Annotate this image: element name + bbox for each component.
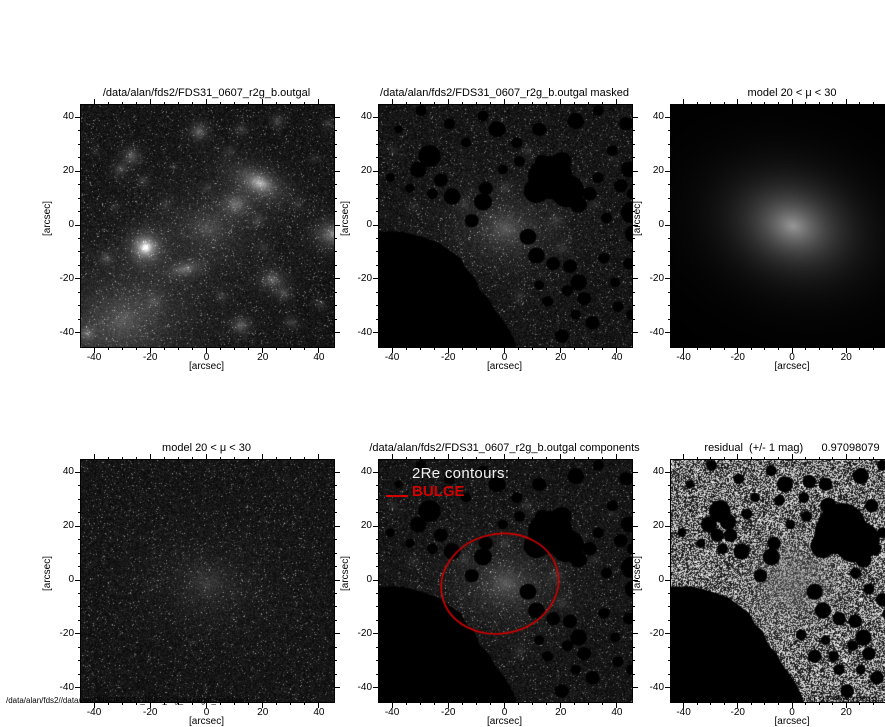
panel-title: residual (+/- 1 mag) 0.97098079 [704, 442, 880, 454]
panel-masked: /data/alan/fds2/FDS31_0607_r2g_b.outgal … [340, 87, 638, 372]
model-noise-image [80, 459, 335, 703]
bulge-legend-line [386, 495, 408, 497]
x-axis-label: [arcsec] [486, 361, 522, 372]
observed-galaxy-image [80, 104, 335, 348]
masked-galaxy-image [378, 104, 633, 348]
panel-title: /data/alan/fds2/FDS31_0607_r2g_b.outgal … [380, 87, 629, 99]
y-axis-label: [arcsec] [42, 201, 53, 237]
y-axis-label: [arcsec] [42, 556, 53, 592]
contours-heading: 2Re contours: [412, 465, 510, 482]
x-axis-label: [arcsec] [486, 716, 522, 727]
panel-title: /data/alan/fds2/FDS31_0607_r2g_b.outgal [102, 87, 311, 99]
timestamp: Mon Nov 11 21:59:33 2019 [769, 695, 877, 705]
bulge-legend-label: BULGE [412, 483, 465, 500]
x-axis-label: [arcsec] [188, 361, 224, 372]
panel-model-smooth: model 20 < μ < 30 -40-40-20-200020204040… [632, 87, 885, 372]
x-axis-label: [arcsec] [774, 361, 810, 372]
y-axis-label: [arcsec] [632, 201, 643, 237]
panel-observed: /data/alan/fds2/FDS31_0607_r2g_b.outgal … [42, 87, 340, 372]
components-image [378, 459, 633, 703]
y-axis-label: [arcsec] [632, 556, 643, 592]
panel-title: model 20 < μ < 30 [747, 87, 837, 99]
residual-image [670, 459, 885, 703]
panel-title: model 20 < μ < 30 [162, 442, 251, 454]
panel-title: /data/alan/fds2/FDS31_0607_r2g_b.outgal … [369, 442, 640, 454]
y-axis-label: [arcsec] [340, 201, 351, 237]
panel-model-noise: model 20 < μ < 30 -40 -40 -20 -20 0 0 20 20 40 40… [42, 442, 340, 727]
residual-output-path: /data/alan/fds2//data/alan/fds2/FDS31_06… [6, 696, 249, 705]
panel-residual: residual (+/- 1 mag) 0.97098079 -40 -40 -2… [632, 442, 885, 727]
x-axis-label: [arcsec] [774, 716, 810, 727]
model-image [670, 104, 885, 348]
x-axis-label: [arcsec] [188, 716, 224, 727]
panel-components: /data/alan/fds2/FDS31_0607_r2g_b.outgal … [340, 442, 640, 727]
y-axis-label: [arcsec] [340, 556, 351, 592]
